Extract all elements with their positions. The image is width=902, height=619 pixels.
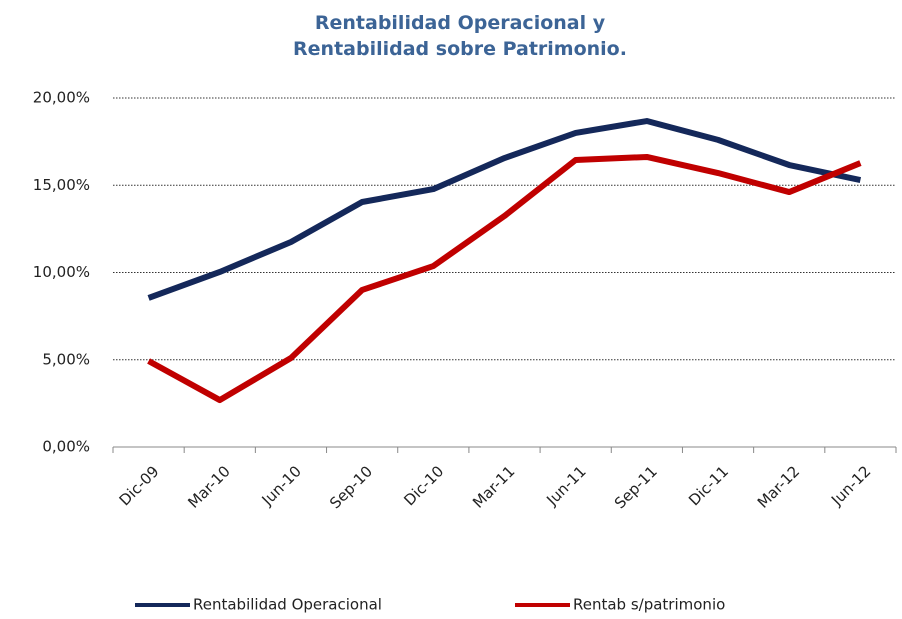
legend-label: Rentab s/patrimonio — [573, 596, 725, 614]
x-tick-label: Sep-11 — [611, 462, 661, 512]
x-tick-label: Sep-10 — [326, 462, 376, 512]
legend-label: Rentabilidad Operacional — [193, 596, 382, 614]
x-tick-label: Jun-12 — [827, 462, 874, 509]
x-tick-label: Dic-09 — [116, 462, 163, 509]
y-tick-label: 20,00% — [33, 89, 90, 107]
x-tick-label: Dic-10 — [400, 462, 447, 509]
x-tick-label: Dic-11 — [685, 462, 732, 509]
x-tick-label: Jun-10 — [258, 462, 305, 509]
line-series — [147, 118, 862, 301]
y-tick-label: 10,00% — [33, 263, 90, 281]
y-tick-label: 0,00% — [42, 438, 90, 456]
x-tick-label: Mar-11 — [469, 462, 518, 511]
x-tick-label: Mar-10 — [184, 462, 233, 511]
chart-title: Rentabilidad Operacional y Rentabilidad … — [293, 12, 627, 60]
y-tick-label: 15,00% — [33, 176, 90, 194]
y-tick-label: 5,00% — [42, 350, 90, 368]
line-series — [147, 153, 862, 404]
x-tick-label: Mar-12 — [754, 462, 803, 511]
x-tick-label: Jun-11 — [542, 462, 589, 509]
